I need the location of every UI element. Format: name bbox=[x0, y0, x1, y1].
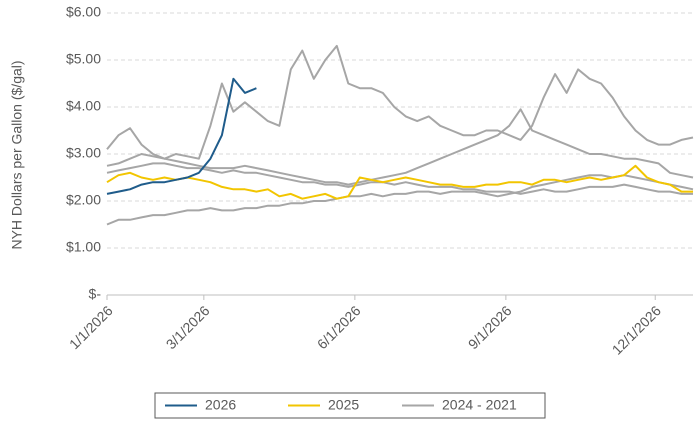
series-line bbox=[106, 164, 693, 200]
y-tick-label: $3.00 bbox=[66, 145, 101, 161]
y-tick-label: $4.00 bbox=[66, 98, 101, 114]
x-tick-label: 12/1/2026 bbox=[609, 302, 665, 358]
series-line bbox=[106, 108, 694, 186]
y-tick-label: $5.00 bbox=[66, 51, 101, 67]
y-tick-label: $2.00 bbox=[66, 192, 101, 208]
x-tick-label: 6/1/2026 bbox=[314, 302, 364, 352]
y-tick-label: $1.00 bbox=[66, 239, 101, 255]
x-tick-label: 9/1/2026 bbox=[465, 302, 515, 352]
series-line bbox=[106, 77, 257, 195]
series-line bbox=[106, 162, 693, 195]
x-tick-label: 1/1/2026 bbox=[66, 302, 116, 352]
legend-label: 2025 bbox=[328, 397, 359, 413]
series-line bbox=[106, 174, 694, 226]
legend-box bbox=[154, 392, 546, 419]
legend-label: 2024 - 2021 bbox=[442, 397, 517, 413]
legend-label: 2026 bbox=[205, 397, 236, 413]
y-tick-label: $- bbox=[89, 286, 102, 302]
y-axis-label: NYH Dollars per Gallon ($/gal) bbox=[9, 60, 25, 249]
series-line bbox=[106, 44, 694, 160]
y-tick-label: $6.00 bbox=[66, 4, 101, 20]
x-tick-label: 3/1/2026 bbox=[163, 302, 213, 352]
